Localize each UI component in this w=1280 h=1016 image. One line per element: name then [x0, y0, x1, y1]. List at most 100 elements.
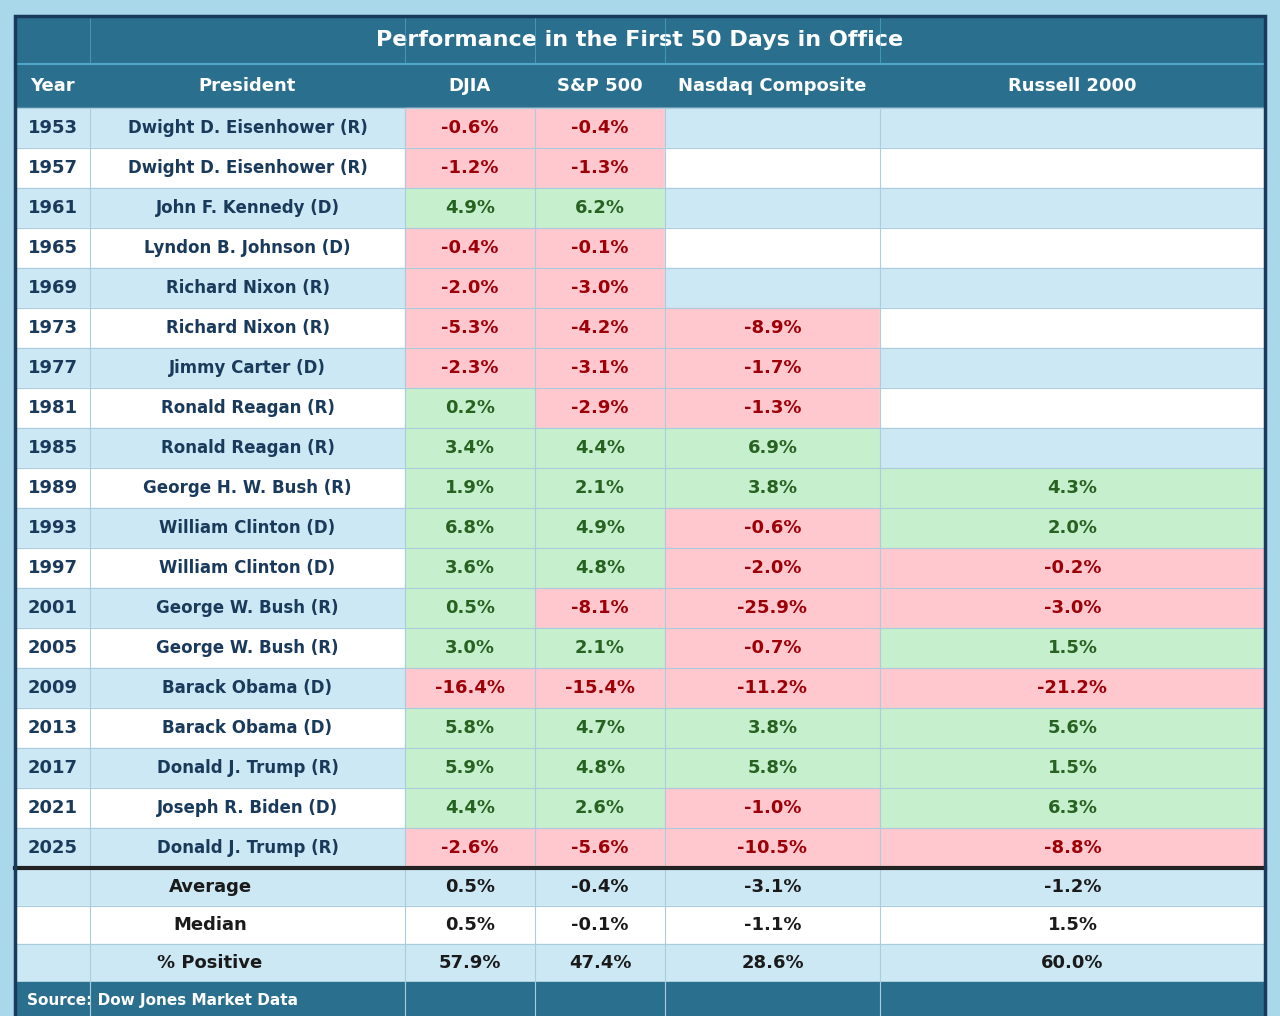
- Text: 1969: 1969: [27, 279, 78, 297]
- Bar: [15, 64, 1265, 108]
- Bar: [666, 348, 881, 388]
- Bar: [15, 16, 1265, 64]
- Text: 1.5%: 1.5%: [1047, 639, 1097, 657]
- Bar: [15, 748, 1265, 788]
- Bar: [404, 388, 535, 428]
- Text: 6.8%: 6.8%: [445, 519, 495, 537]
- Text: -3.1%: -3.1%: [744, 878, 801, 896]
- Text: -1.2%: -1.2%: [1043, 878, 1101, 896]
- Bar: [15, 468, 1265, 508]
- Bar: [881, 588, 1265, 628]
- Text: Source: Dow Jones Market Data: Source: Dow Jones Market Data: [27, 994, 298, 1009]
- Text: Richard Nixon (R): Richard Nixon (R): [165, 279, 329, 297]
- Text: 2.0%: 2.0%: [1047, 519, 1097, 537]
- Bar: [404, 148, 535, 188]
- Text: Barack Obama (D): Barack Obama (D): [163, 679, 333, 697]
- Bar: [535, 788, 666, 828]
- Bar: [15, 508, 1265, 548]
- Bar: [15, 348, 1265, 388]
- Text: -0.6%: -0.6%: [744, 519, 801, 537]
- Text: 4.9%: 4.9%: [575, 519, 625, 537]
- Bar: [15, 982, 1265, 1016]
- Bar: [666, 788, 881, 828]
- Text: -8.8%: -8.8%: [1043, 839, 1101, 858]
- Bar: [881, 148, 1265, 188]
- Text: 4.8%: 4.8%: [575, 759, 625, 777]
- Text: President: President: [198, 77, 296, 96]
- Bar: [881, 268, 1265, 308]
- Text: George W. Bush (R): George W. Bush (R): [156, 599, 339, 617]
- Text: -2.0%: -2.0%: [744, 559, 801, 577]
- Text: -15.4%: -15.4%: [564, 679, 635, 697]
- Bar: [535, 548, 666, 588]
- Text: 0.5%: 0.5%: [445, 599, 495, 617]
- Bar: [15, 188, 1265, 228]
- Bar: [15, 108, 1265, 148]
- Text: 1.5%: 1.5%: [1047, 916, 1097, 934]
- Text: -2.6%: -2.6%: [442, 839, 499, 858]
- Text: 2.1%: 2.1%: [575, 639, 625, 657]
- Bar: [15, 868, 1265, 906]
- Text: -16.4%: -16.4%: [435, 679, 506, 697]
- Text: Median: Median: [173, 916, 247, 934]
- Bar: [404, 588, 535, 628]
- Text: 3.0%: 3.0%: [445, 639, 495, 657]
- Text: -0.4%: -0.4%: [442, 239, 499, 257]
- Text: 1.9%: 1.9%: [445, 479, 495, 497]
- Text: 3.8%: 3.8%: [748, 479, 797, 497]
- Text: Ronald Reagan (R): Ronald Reagan (R): [160, 439, 334, 457]
- Bar: [15, 588, 1265, 628]
- Text: -3.1%: -3.1%: [571, 359, 628, 377]
- Text: 5.6%: 5.6%: [1047, 719, 1097, 737]
- Text: 1977: 1977: [27, 359, 78, 377]
- Text: -1.3%: -1.3%: [744, 399, 801, 417]
- Text: William Clinton (D): William Clinton (D): [160, 559, 335, 577]
- Text: 6.2%: 6.2%: [575, 199, 625, 217]
- Text: -3.0%: -3.0%: [1043, 599, 1101, 617]
- Text: -3.0%: -3.0%: [571, 279, 628, 297]
- Text: -8.9%: -8.9%: [744, 319, 801, 337]
- Bar: [535, 508, 666, 548]
- Bar: [15, 906, 1265, 944]
- Bar: [404, 748, 535, 788]
- Bar: [666, 428, 881, 468]
- Bar: [535, 308, 666, 348]
- Text: 2.1%: 2.1%: [575, 479, 625, 497]
- Bar: [666, 748, 881, 788]
- Text: 1965: 1965: [27, 239, 78, 257]
- Bar: [535, 148, 666, 188]
- Text: Donald J. Trump (R): Donald J. Trump (R): [156, 759, 338, 777]
- Text: S&P 500: S&P 500: [557, 77, 643, 96]
- Bar: [881, 188, 1265, 228]
- Text: 2025: 2025: [27, 839, 78, 858]
- Text: % Positive: % Positive: [157, 954, 262, 972]
- Bar: [404, 708, 535, 748]
- Bar: [404, 788, 535, 828]
- Text: 3.6%: 3.6%: [445, 559, 495, 577]
- Text: 3.8%: 3.8%: [748, 719, 797, 737]
- Bar: [535, 628, 666, 668]
- Text: 1953: 1953: [27, 119, 78, 137]
- Bar: [15, 548, 1265, 588]
- Text: 0.5%: 0.5%: [445, 878, 495, 896]
- Bar: [404, 268, 535, 308]
- Text: 28.6%: 28.6%: [741, 954, 804, 972]
- Bar: [404, 628, 535, 668]
- Text: 47.4%: 47.4%: [568, 954, 631, 972]
- Bar: [15, 668, 1265, 708]
- Text: 6.3%: 6.3%: [1047, 799, 1097, 817]
- Bar: [881, 108, 1265, 148]
- Text: 2009: 2009: [27, 679, 78, 697]
- Text: George W. Bush (R): George W. Bush (R): [156, 639, 339, 657]
- Text: 5.8%: 5.8%: [748, 759, 797, 777]
- Text: 57.9%: 57.9%: [439, 954, 502, 972]
- Bar: [535, 388, 666, 428]
- Bar: [15, 944, 1265, 982]
- Text: -0.7%: -0.7%: [744, 639, 801, 657]
- Text: -0.1%: -0.1%: [571, 239, 628, 257]
- Text: -0.6%: -0.6%: [442, 119, 499, 137]
- Bar: [535, 828, 666, 868]
- Text: Barack Obama (D): Barack Obama (D): [163, 719, 333, 737]
- Text: 4.8%: 4.8%: [575, 559, 625, 577]
- Text: -5.6%: -5.6%: [571, 839, 628, 858]
